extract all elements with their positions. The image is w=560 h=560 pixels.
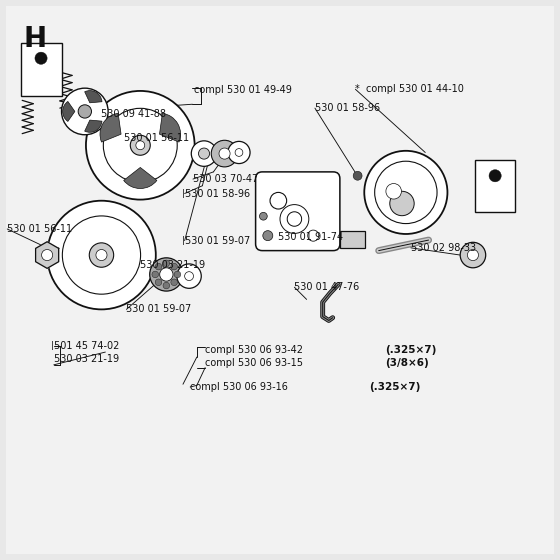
Circle shape <box>78 105 91 118</box>
Text: |: | <box>51 342 54 351</box>
Circle shape <box>163 282 170 289</box>
Text: |: | <box>182 236 185 245</box>
Circle shape <box>160 268 173 281</box>
Text: 530 09 41-88: 530 09 41-88 <box>101 109 166 119</box>
Circle shape <box>192 141 217 166</box>
Text: |: | <box>182 189 185 198</box>
Text: (3/8×6): (3/8×6) <box>385 358 429 368</box>
Wedge shape <box>280 204 309 234</box>
Text: *  compl 530 01 44-10: * compl 530 01 44-10 <box>356 84 464 94</box>
Circle shape <box>130 136 150 155</box>
Circle shape <box>270 193 287 209</box>
Circle shape <box>150 258 183 291</box>
Text: 530 01 58-96: 530 01 58-96 <box>185 189 250 198</box>
Text: compl 530 06 93-16: compl 530 06 93-16 <box>190 382 288 392</box>
Text: 530 01 47-76: 530 01 47-76 <box>295 282 360 292</box>
Circle shape <box>152 271 158 278</box>
Circle shape <box>228 141 250 164</box>
Circle shape <box>174 271 181 278</box>
Text: 530 01 58-96: 530 01 58-96 <box>315 103 380 113</box>
Circle shape <box>308 230 319 241</box>
FancyBboxPatch shape <box>475 160 515 212</box>
Circle shape <box>62 216 141 294</box>
Text: compl 530 06 93-42: compl 530 06 93-42 <box>205 345 303 355</box>
Circle shape <box>390 192 414 216</box>
Wedge shape <box>85 91 102 103</box>
Circle shape <box>41 250 53 260</box>
Text: 530 03 21-19: 530 03 21-19 <box>140 260 206 270</box>
Text: compl 530 06 93-15: compl 530 06 93-15 <box>205 358 303 368</box>
Wedge shape <box>63 101 75 122</box>
Text: 501 45 74-02: 501 45 74-02 <box>54 341 119 351</box>
Circle shape <box>353 171 362 180</box>
Circle shape <box>171 279 178 286</box>
Circle shape <box>96 250 107 260</box>
Wedge shape <box>160 113 180 142</box>
Circle shape <box>198 148 209 159</box>
Circle shape <box>287 211 302 227</box>
Circle shape <box>468 250 478 260</box>
Circle shape <box>47 200 156 309</box>
Text: 530 01 56-11: 530 01 56-11 <box>7 224 72 234</box>
Circle shape <box>263 231 273 241</box>
FancyBboxPatch shape <box>6 6 554 554</box>
Text: compl 530 01 49-49: compl 530 01 49-49 <box>194 85 292 95</box>
Polygon shape <box>36 242 59 268</box>
Circle shape <box>259 212 267 220</box>
Text: 530 03 21-19: 530 03 21-19 <box>54 354 119 365</box>
Circle shape <box>219 148 230 159</box>
Text: 530 01 91-74: 530 01 91-74 <box>278 232 343 242</box>
Circle shape <box>211 141 238 167</box>
FancyBboxPatch shape <box>21 43 62 96</box>
Circle shape <box>489 170 501 182</box>
Circle shape <box>177 264 201 288</box>
Circle shape <box>35 52 47 64</box>
Circle shape <box>375 161 437 223</box>
Circle shape <box>155 263 162 270</box>
FancyBboxPatch shape <box>255 172 340 251</box>
Text: (.325×7): (.325×7) <box>368 382 420 392</box>
Circle shape <box>386 184 402 199</box>
Circle shape <box>86 91 195 199</box>
FancyBboxPatch shape <box>340 231 365 249</box>
Circle shape <box>104 108 177 182</box>
Circle shape <box>235 148 243 156</box>
Circle shape <box>89 243 114 267</box>
Wedge shape <box>100 113 121 142</box>
Circle shape <box>62 88 108 135</box>
Circle shape <box>185 272 194 281</box>
Text: 530 01 59-07: 530 01 59-07 <box>127 305 192 314</box>
Circle shape <box>155 279 162 286</box>
Wedge shape <box>124 167 157 189</box>
Circle shape <box>136 141 144 150</box>
Circle shape <box>171 263 178 270</box>
Wedge shape <box>85 120 102 132</box>
Text: 530 02 98-33: 530 02 98-33 <box>411 243 476 253</box>
Text: H: H <box>24 25 46 53</box>
Text: 530 03 70-47: 530 03 70-47 <box>193 174 258 184</box>
Circle shape <box>364 151 447 234</box>
Circle shape <box>163 260 170 267</box>
Text: 530 01 59-07: 530 01 59-07 <box>185 236 250 246</box>
Circle shape <box>460 242 486 268</box>
Text: (.325×7): (.325×7) <box>385 345 437 355</box>
Text: 530 01 56-11: 530 01 56-11 <box>124 133 189 142</box>
